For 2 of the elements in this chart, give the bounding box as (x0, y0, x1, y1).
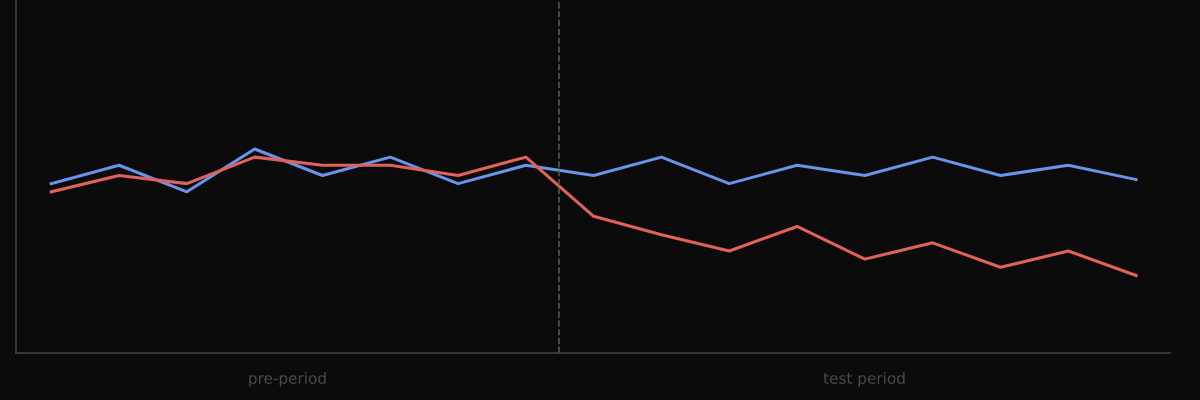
text: test period (823, 372, 905, 387)
text: pre-period (249, 372, 326, 387)
